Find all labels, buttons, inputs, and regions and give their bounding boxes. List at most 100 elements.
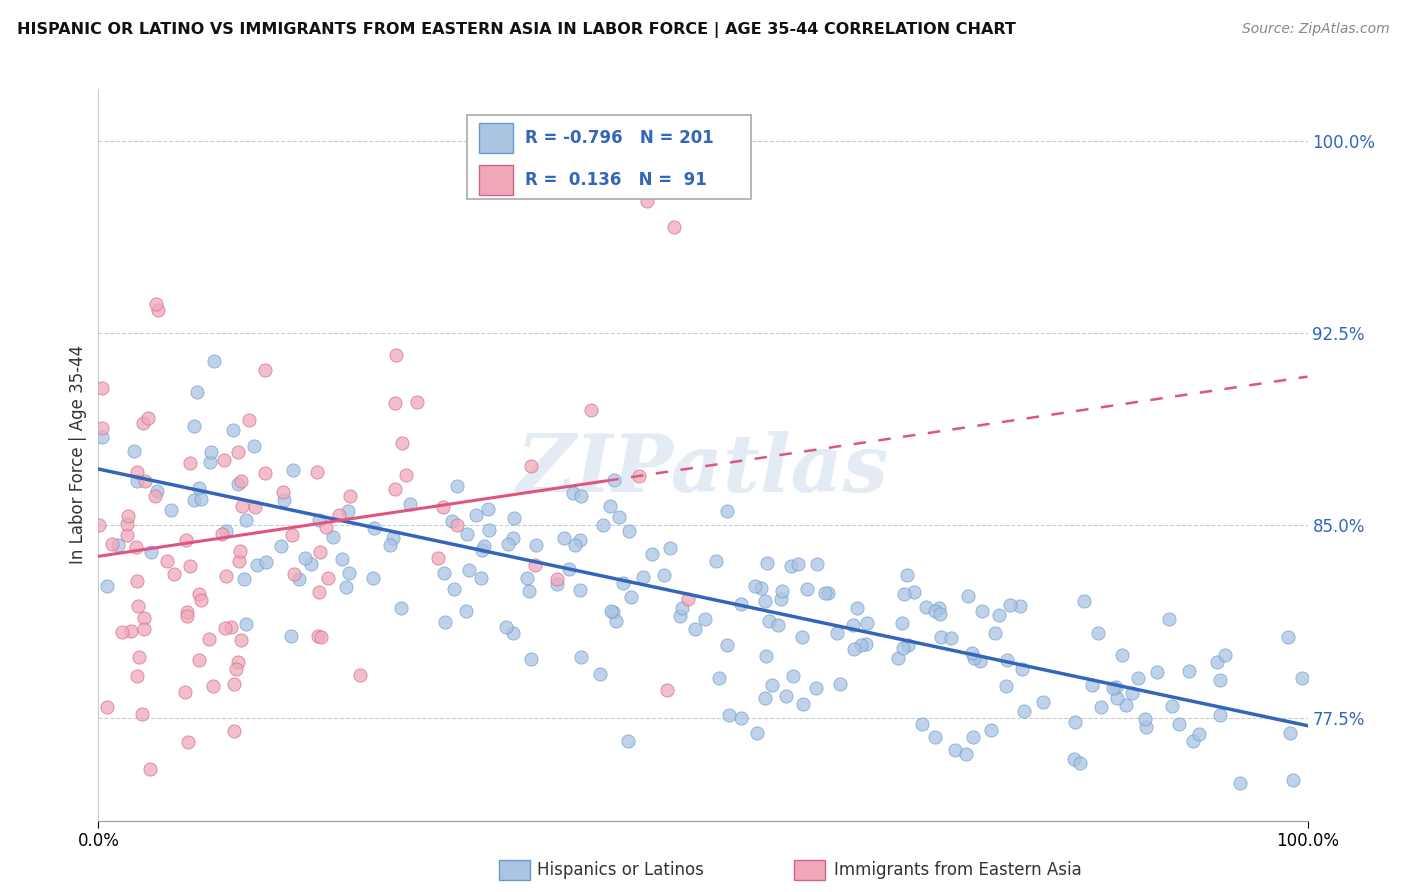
- Point: [1209, 708, 1232, 723]
- Point: [361, 572, 384, 586]
- Point: [138, 762, 160, 776]
- Point: [768, 617, 790, 632]
- Point: [139, 545, 162, 559]
- Point: [924, 604, 946, 618]
- Point: [288, 572, 311, 586]
- Point: [842, 641, 865, 656]
- Point: [309, 545, 332, 559]
- Point: [225, 662, 247, 676]
- Point: [222, 423, 245, 437]
- Point: [198, 632, 221, 647]
- Point: [432, 500, 454, 515]
- Point: [769, 592, 792, 607]
- Point: [605, 614, 627, 628]
- Point: [1282, 772, 1305, 787]
- Point: [176, 606, 198, 620]
- Point: [1178, 664, 1201, 678]
- Point: [524, 558, 547, 572]
- Point: [1069, 756, 1091, 771]
- Point: [600, 604, 623, 618]
- Point: [322, 530, 344, 544]
- Point: [758, 614, 780, 628]
- Point: [1209, 673, 1232, 687]
- Point: [744, 579, 766, 593]
- Point: [915, 599, 938, 614]
- Point: [299, 557, 322, 571]
- Point: [955, 747, 977, 761]
- Point: [553, 531, 575, 545]
- Point: [1206, 655, 1229, 669]
- Point: [235, 513, 257, 527]
- Point: [132, 611, 155, 625]
- Point: [960, 646, 983, 660]
- Point: [202, 679, 225, 693]
- Point: [652, 567, 675, 582]
- Point: [929, 630, 952, 644]
- Point: [1146, 665, 1168, 679]
- Point: [246, 558, 269, 572]
- Point: [891, 641, 914, 656]
- Point: [134, 474, 156, 488]
- Point: [202, 354, 225, 368]
- Point: [1135, 712, 1157, 726]
- Point: [111, 625, 134, 640]
- Point: [309, 630, 332, 644]
- Point: [1167, 717, 1189, 731]
- Point: [378, 539, 401, 553]
- Point: [283, 566, 305, 581]
- Point: [845, 601, 868, 615]
- Point: [190, 492, 212, 507]
- Point: [911, 717, 934, 731]
- Point: [517, 584, 540, 599]
- Point: [226, 445, 249, 459]
- Point: [1087, 625, 1109, 640]
- Point: [125, 541, 148, 555]
- Point: [472, 540, 495, 554]
- Point: [127, 668, 149, 682]
- Point: [339, 566, 361, 581]
- Point: [188, 481, 211, 495]
- Point: [382, 531, 405, 545]
- Point: [637, 194, 659, 209]
- Point: [617, 524, 640, 539]
- Point: [328, 508, 350, 523]
- Point: [146, 483, 169, 498]
- Point: [903, 585, 925, 599]
- Point: [546, 576, 568, 591]
- Point: [132, 622, 155, 636]
- Point: [1157, 612, 1180, 626]
- Point: [132, 417, 155, 431]
- Point: [330, 552, 353, 566]
- Point: [603, 473, 626, 487]
- Text: ZIPatlas: ZIPatlas: [517, 431, 889, 508]
- Point: [211, 527, 233, 541]
- Point: [1291, 672, 1313, 686]
- Point: [929, 607, 952, 622]
- Point: [561, 486, 583, 500]
- Point: [620, 591, 643, 605]
- Point: [770, 584, 793, 599]
- Point: [127, 474, 149, 488]
- Point: [107, 538, 129, 552]
- Point: [131, 707, 153, 722]
- Point: [984, 626, 1007, 640]
- Point: [957, 589, 980, 603]
- Point: [804, 681, 827, 695]
- Point: [1229, 776, 1251, 790]
- Point: [1010, 599, 1032, 613]
- Point: [718, 707, 741, 722]
- Point: [477, 501, 499, 516]
- Point: [627, 468, 650, 483]
- Point: [96, 579, 118, 593]
- Point: [280, 629, 302, 643]
- Point: [581, 402, 603, 417]
- Point: [96, 699, 118, 714]
- Point: [502, 532, 524, 546]
- Point: [671, 600, 693, 615]
- Point: [1135, 720, 1157, 734]
- Point: [754, 594, 776, 608]
- Point: [1279, 725, 1302, 739]
- Point: [943, 743, 966, 757]
- Point: [617, 733, 640, 747]
- Point: [283, 462, 305, 476]
